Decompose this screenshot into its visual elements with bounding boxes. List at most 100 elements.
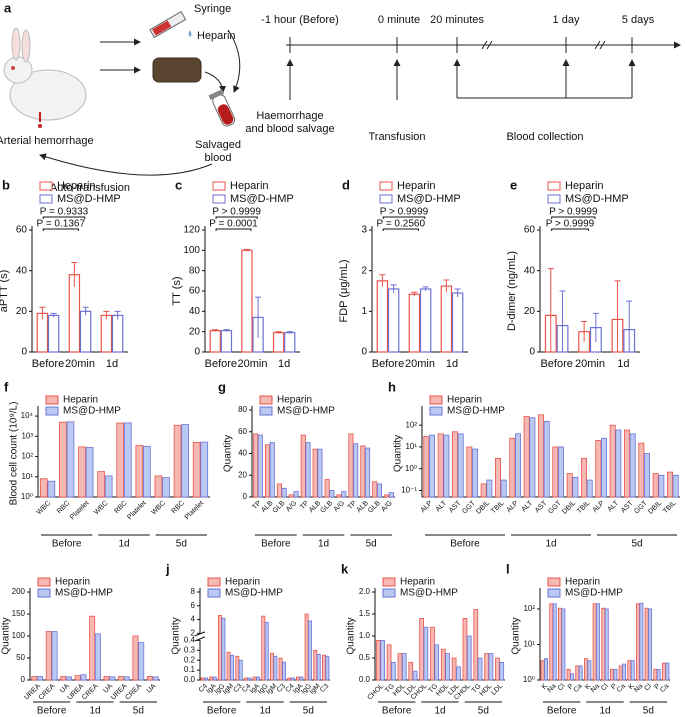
x-tick-label: TBIL (662, 500, 677, 515)
bar (456, 666, 461, 681)
group-label: 1d (318, 539, 329, 550)
legend-label: MS@D-HMP (55, 588, 113, 599)
x-tick-label: WBC (36, 500, 53, 517)
significance-bracket (215, 216, 258, 219)
error-bar (592, 312, 599, 342)
bar (238, 659, 243, 681)
x-tick-label: ALP (420, 500, 435, 515)
bar (269, 442, 275, 498)
bar (622, 663, 627, 681)
x-tick-label: C3 (232, 683, 243, 694)
group-label: 1d (118, 539, 129, 550)
bar (209, 330, 221, 353)
bar (336, 494, 342, 498)
significance-bracket (551, 228, 589, 231)
group-label: 1d (434, 706, 445, 717)
bar (65, 676, 72, 681)
bar (257, 434, 263, 498)
ticks (286, 37, 636, 100)
bar (312, 448, 318, 498)
bar (94, 633, 101, 681)
legend-swatch (212, 194, 226, 204)
legend-label: Heparin (55, 577, 90, 588)
bar (586, 479, 593, 498)
timeline-label: 1 day (553, 14, 580, 26)
legend-label: Heparin (565, 180, 604, 192)
x-tick-label: TP (347, 500, 359, 512)
y-tick-label: 10⁰ (405, 464, 417, 473)
bar (204, 677, 209, 681)
panel-label: e (510, 177, 517, 192)
bar (103, 676, 110, 681)
y-tick-label: 4 (191, 615, 196, 624)
bar (583, 658, 588, 681)
bar (434, 644, 440, 681)
bar (288, 494, 294, 498)
event-label: Blood collection (506, 131, 583, 143)
bar (221, 617, 226, 681)
error-bar (411, 291, 418, 297)
bar (638, 442, 645, 498)
y-tick-label: 0.0 (359, 675, 371, 684)
legend-label: MS@D-HMP (397, 193, 461, 205)
arrow (39, 153, 213, 176)
x-tick-label: AST (534, 499, 549, 514)
bar (31, 676, 38, 681)
legend-label: Heparin (277, 395, 312, 406)
x-tick-label: LDL (490, 683, 504, 697)
bar (376, 483, 383, 498)
error-bar (243, 248, 250, 252)
x-tick-label: K (541, 683, 549, 691)
panel-label: j (165, 561, 170, 576)
x-tick-label: C4 (241, 683, 252, 694)
bar (66, 421, 75, 498)
bar (51, 631, 58, 681)
bar (544, 658, 549, 681)
error-bar (379, 274, 386, 287)
bar (386, 644, 392, 681)
x-tick-label: TG (427, 683, 439, 695)
y-axis-label: Quantity (1, 617, 12, 654)
bar (360, 445, 366, 498)
x-tick-label: 1d (446, 358, 458, 370)
group-label: 5d (303, 706, 314, 717)
bar (47, 314, 60, 353)
group-label: 5d (176, 539, 187, 550)
error-bar (114, 310, 121, 320)
bar (451, 657, 457, 681)
y-tick-label: 10¹ (21, 472, 33, 481)
x-tick-label: A/G (333, 500, 346, 513)
bar (595, 440, 602, 498)
bar (401, 653, 407, 681)
bar (609, 424, 616, 498)
bar (440, 648, 446, 681)
legend-label: MS@D-HMP (277, 406, 335, 417)
legend-swatch (45, 395, 59, 405)
y-tick-label: 0 (21, 347, 27, 358)
x-tick-label: CREA (124, 683, 143, 702)
bar (445, 653, 450, 681)
chart: j 0.00.10.20.30.42 4 6 8 Quantity HeparinMS@D-… (165, 561, 330, 716)
panel-label: k (341, 561, 349, 576)
bar (566, 668, 571, 681)
bar (601, 437, 607, 498)
bar (658, 474, 665, 498)
bar (118, 676, 125, 681)
bar (132, 635, 139, 681)
error-bar (626, 300, 633, 352)
group-label: 5d (478, 706, 489, 717)
error-bar (581, 321, 588, 342)
annotation: P = 0.0001 (209, 219, 258, 230)
error-bar (71, 262, 78, 287)
bar (135, 445, 144, 498)
panel-label: h (388, 379, 396, 394)
error-bar (255, 296, 262, 338)
bar (78, 446, 86, 498)
y-axis-label: aPTT (s) (0, 270, 10, 313)
bar (313, 649, 318, 681)
bar (557, 607, 562, 681)
x-tick-label: Before (540, 358, 572, 370)
bar (47, 480, 56, 498)
y-tick-label: 10² (523, 604, 535, 613)
